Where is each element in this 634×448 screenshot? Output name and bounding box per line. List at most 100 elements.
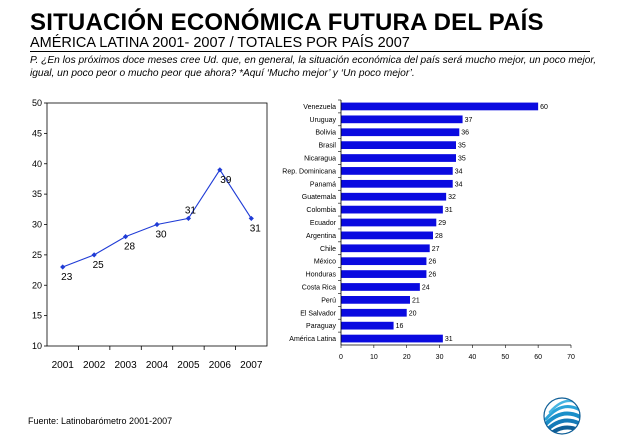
source-note: Fuente: Latinobarómetro 2001-2007: [28, 416, 173, 426]
latinobarometro-logo-icon: [543, 397, 581, 435]
bar: [341, 128, 460, 137]
data-point-marker: [60, 264, 66, 270]
x-tick-label: 2005: [177, 360, 200, 371]
data-point-marker: [154, 221, 160, 228]
x-tick-label: 50: [501, 354, 509, 361]
bar: [341, 218, 437, 227]
bar-value-label: 35: [458, 156, 466, 163]
category-label: Brasil: [318, 143, 336, 150]
category-label: Guatemala: [302, 194, 336, 201]
y-tick-label: 20: [32, 280, 42, 290]
bar-value-label: 21: [412, 297, 420, 304]
bar-value-label: 28: [435, 233, 443, 240]
x-tick-label: 20: [403, 354, 411, 361]
bar: [341, 154, 456, 162]
data-point-marker: [185, 215, 192, 222]
x-tick-label: 40: [469, 354, 477, 361]
y-tick-label: 30: [32, 220, 42, 230]
bar-value-label: 35: [458, 143, 466, 150]
data-point-marker: [91, 252, 97, 258]
title-divider: [30, 51, 590, 52]
y-tick-label: 35: [32, 189, 42, 199]
x-tick-label: 70: [567, 354, 575, 361]
data-point-marker: [248, 215, 254, 222]
x-tick-label: 2001: [52, 360, 75, 371]
y-tick-label: 50: [32, 98, 42, 108]
y-tick-label: 25: [32, 250, 42, 260]
category-label: Honduras: [306, 272, 337, 279]
category-label: Bolivia: [315, 130, 336, 137]
page-subtitle: AMÉRICA LATINA 2001- 2007 / TOTALES POR …: [30, 35, 410, 51]
bar: [341, 179, 453, 188]
bar: [341, 141, 456, 149]
bar-value-label: 20: [409, 310, 417, 317]
category-label: América Latina: [289, 336, 336, 343]
bar-value-label: 29: [438, 220, 446, 227]
data-point-marker: [122, 234, 129, 240]
bar-value-label: 34: [455, 168, 463, 175]
bar: [341, 257, 427, 266]
bar-value-label: 31: [445, 336, 453, 343]
category-label: Nicaragua: [304, 156, 336, 163]
bar-value-label: 34: [455, 181, 463, 188]
survey-question: P. ¿En los próximos doce meses cree Ud. …: [30, 55, 597, 79]
category-label: El Salvador: [300, 310, 336, 317]
category-label: Colombia: [306, 207, 336, 214]
data-label: 23: [61, 272, 73, 283]
y-tick-label: 45: [32, 128, 42, 138]
bar-value-label: 31: [445, 207, 453, 214]
data-label: 39: [220, 175, 232, 186]
y-tick-label: 40: [32, 159, 42, 169]
x-tick-label: 2002: [83, 360, 106, 371]
category-label: Perú: [321, 297, 336, 304]
bar: [341, 270, 427, 278]
bar: [341, 296, 410, 304]
bar: [341, 321, 394, 330]
category-label: Panamá: [310, 181, 336, 188]
category-label: Argentina: [306, 233, 336, 240]
data-label: 25: [93, 260, 105, 271]
bar: [341, 308, 407, 317]
bar: [341, 283, 420, 291]
category-label: Uruguay: [310, 117, 337, 124]
category-label: Ecuador: [310, 220, 337, 227]
x-tick-label: 2006: [209, 360, 232, 371]
bar-value-label: 32: [448, 194, 456, 201]
category-label: Paraguay: [306, 323, 336, 330]
bar-value-label: 36: [461, 130, 469, 137]
bar-value-label: 24: [422, 284, 430, 291]
bar: [341, 334, 443, 343]
bar-value-label: 16: [396, 323, 404, 330]
y-tick-label: 10: [32, 341, 42, 351]
category-label: México: [314, 259, 336, 266]
data-label: 31: [250, 223, 262, 234]
bar-value-label: 37: [465, 117, 473, 124]
bar: [341, 115, 463, 124]
x-tick-label: 2004: [146, 360, 169, 371]
y-tick-label: 15: [32, 311, 42, 321]
data-point-marker: [217, 167, 223, 173]
bar: [341, 102, 539, 111]
category-label: Rep. Dominicana: [282, 168, 336, 175]
page-title: SITUACIÓN ECONÓMICA FUTURA DEL PAÍS: [30, 9, 544, 36]
x-tick-label: 30: [436, 354, 444, 361]
x-tick-label: 0: [339, 354, 343, 361]
data-label: 28: [124, 242, 136, 253]
x-tick-label: 60: [534, 354, 542, 361]
x-tick-label: 2007: [240, 360, 263, 371]
category-label: Costa Rica: [302, 284, 336, 291]
data-label: 30: [155, 230, 167, 241]
bar: [341, 205, 443, 214]
data-label: 31: [185, 205, 197, 216]
bar-value-label: 26: [428, 272, 436, 279]
bar-value-label: 27: [432, 246, 440, 253]
bar: [341, 231, 433, 240]
bar-value-label: 26: [428, 259, 436, 266]
bar: [341, 167, 453, 175]
bar: [341, 244, 430, 253]
x-tick-label: 2003: [114, 360, 137, 371]
x-tick-label: 10: [370, 354, 378, 361]
bar: [341, 192, 447, 201]
